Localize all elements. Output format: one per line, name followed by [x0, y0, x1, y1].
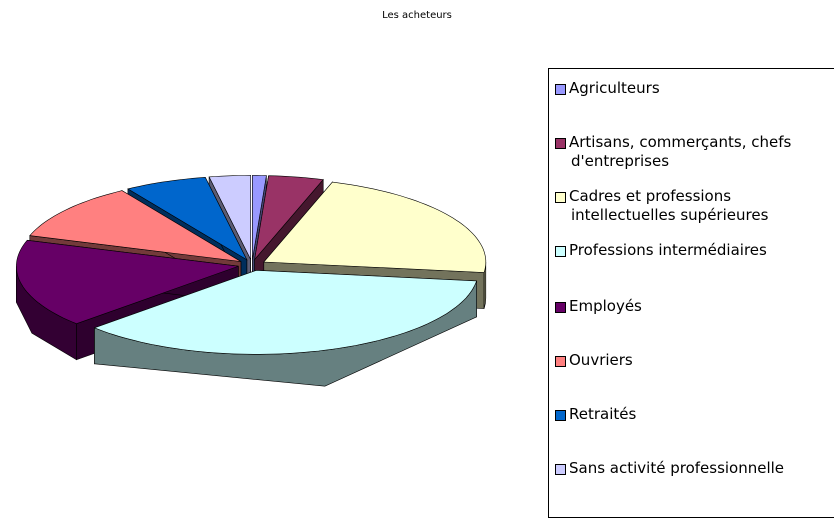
- legend-label: Ouvriers: [569, 351, 633, 369]
- legend-entry: Retraités: [555, 405, 827, 424]
- slice: [263, 181, 487, 273]
- legend: Agriculteurs Artisans, commerçants, chefs…: [548, 68, 834, 518]
- legend-entry: Agriculteurs: [555, 79, 827, 98]
- legend-swatch: [555, 302, 566, 313]
- legend-entry: Cadres et professions intellectuelles su…: [555, 187, 827, 225]
- legend-label: Cadres et professions intellectuelles su…: [569, 187, 769, 224]
- legend-entry: Sans activité professionnelle: [555, 459, 827, 478]
- slice: [127, 176, 248, 261]
- legend-swatch: [555, 410, 566, 421]
- legend-swatch: [555, 246, 566, 257]
- legend-swatch: [555, 192, 566, 203]
- slice: [93, 270, 478, 355]
- legend-entry: Ouvriers: [555, 351, 827, 370]
- legend-label: Agriculteurs: [569, 79, 660, 97]
- chart: [16, 175, 487, 387]
- slice: [208, 175, 252, 260]
- page: {"chart_data": {"type": "pie", "title": …: [16, 10, 834, 518]
- legend-label: Sans activité professionnelle: [569, 459, 785, 477]
- legend-label: Professions intermédiaires: [569, 241, 767, 259]
- slice: [16, 239, 239, 325]
- slice: [252, 175, 267, 260]
- legend-entry: Employés: [555, 297, 827, 316]
- legend-entry: Artisans, commerçants, chefs d'entrepris…: [555, 133, 827, 171]
- legend-label: Artisans, commerçants, chefs d'entrepris…: [569, 133, 792, 170]
- legend-swatch: [555, 84, 566, 95]
- legend-entry: Professions intermédiaires: [555, 241, 827, 260]
- slice: [29, 190, 242, 262]
- legend-label: Employés: [569, 297, 642, 315]
- chart-title: Les acheteurs: [382, 10, 452, 21]
- legend-swatch: [555, 356, 566, 367]
- legend-swatch: [555, 138, 566, 149]
- slice: [254, 175, 324, 261]
- legend-label: Retraités: [569, 405, 637, 423]
- legend-swatch: [555, 464, 566, 475]
